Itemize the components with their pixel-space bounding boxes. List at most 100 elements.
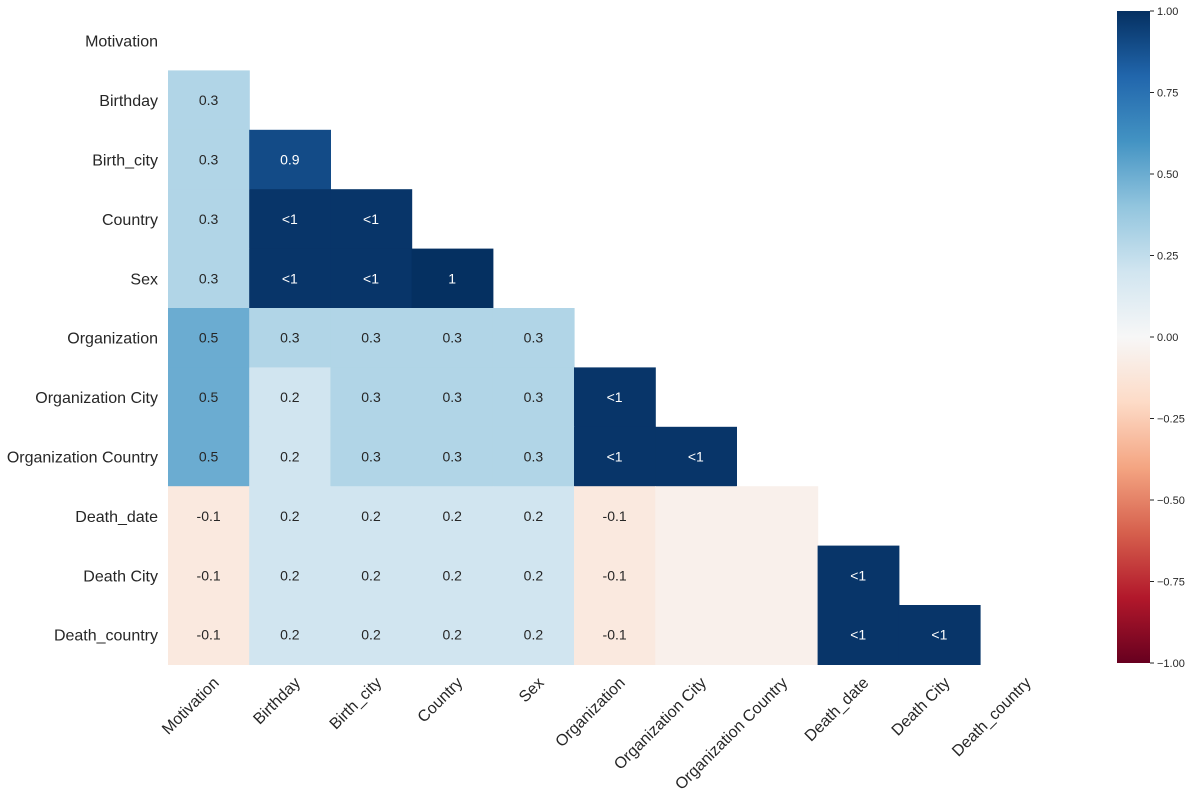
heatmap-cell [736,605,819,665]
heatmap-cell-label: <1 [282,270,298,286]
heatmap-cell [574,545,656,606]
heatmap-cell-label: <1 [282,211,298,227]
heatmap-cell [330,545,413,606]
heatmap-cell-label: 0.3 [524,449,544,465]
heatmap-cell [168,486,250,547]
heatmap-cell [168,129,250,190]
heatmap-cell [411,248,494,309]
y-tick-label: Country [102,212,158,229]
heatmap-cell [168,248,250,309]
heatmap-cell-label: 0.2 [280,449,300,465]
y-tick-label: Death_date [75,509,158,526]
y-tick-label: Birth_city [92,153,158,170]
heatmap-cell [574,486,656,547]
heatmap-cell-label: 0.2 [442,627,462,643]
heatmap-cell-label: 0.3 [442,449,462,465]
heatmap-cell [168,70,250,131]
heatmap-cell [330,486,413,547]
colorbar-tick-label: 0.50 [1157,169,1178,181]
heatmap-cell-label: 0.3 [442,389,462,405]
heatmap-cell-label: <1 [931,627,947,643]
heatmap-cell-label: 0.2 [442,567,462,583]
heatmap-cell-label: <1 [607,449,623,465]
heatmap-cell [168,605,250,665]
heatmap-cell-label: 0.3 [199,211,219,227]
y-axis-labels: Motivation Birthday Birth_city Country Sex Or… [7,34,158,645]
heatmap-cell [411,367,494,428]
heatmap-cell-label: 0.3 [199,152,219,168]
colorbar-tick-label: 0.75 [1157,88,1178,100]
heatmap-cell-label: 0.5 [199,330,219,346]
heatmap-cell-label: -0.1 [603,508,627,524]
heatmap-cell-label: 0.2 [524,627,544,643]
heatmap-cell-label: 0.2 [442,508,462,524]
heatmap-cell [898,605,981,665]
heatmap-cell [492,426,575,487]
heatmap-cell [655,426,737,487]
heatmap-cell [168,308,250,368]
heatmap-cell-label: 0.5 [199,389,219,405]
heatmap-cell-label: 0.3 [361,389,381,405]
heatmap-cell [249,129,331,190]
x-tick-label: Death City [889,675,954,740]
heatmap-cell-label: -0.1 [197,627,221,643]
y-tick-label: Birthday [99,93,158,110]
x-tick-label: Sex [516,675,548,707]
colorbar-tick-label: −0.75 [1157,577,1185,589]
heatmap-cell [330,605,413,665]
heatmap-cell-label: <1 [607,389,623,405]
heatmap-cell [411,308,494,368]
heatmap-cell [249,486,331,547]
heatmap-cell [492,367,575,428]
heatmap-cell-label: 1 [448,270,456,286]
y-tick-label: Death City [83,568,158,585]
heatmap-cell-label: -0.1 [603,627,627,643]
heatmap-cell-label: 0.2 [361,627,381,643]
heatmap-cell [249,545,331,606]
heatmap-cell-label: 0.2 [280,389,300,405]
heatmap-cell-label: 0.2 [361,508,381,524]
heatmap-cell-label: 0.3 [280,330,300,346]
heatmap-cell [574,367,656,428]
heatmap-cell-label: 0.3 [442,330,462,346]
heatmap-cell [249,605,331,665]
heatmap-cell [492,545,575,606]
heatmap-cell [168,545,250,606]
x-tick-label: Death_country [949,675,1035,761]
heatmap-cell [411,486,494,547]
heatmap-cell-label: <1 [363,211,379,227]
heatmap-cell [330,367,413,428]
colorbar-tick-label: −0.25 [1157,414,1185,426]
heatmap-cell [249,426,331,487]
heatmap-cell [168,189,250,250]
heatmap-cell-label: 0.2 [524,567,544,583]
heatmap-cell-label: 0.3 [199,270,219,286]
colorbar-tick-label: 0.00 [1157,332,1178,344]
colorbar-tick-label: 1.00 [1157,6,1178,18]
heatmap-cell [330,248,413,309]
heatmap-cell-label: -0.1 [197,508,221,524]
heatmap-cell-label: 0.3 [199,92,219,108]
y-tick-label: Organization Country [7,450,158,467]
x-tick-label: Birth_city [327,675,386,734]
heatmap-cell [574,426,656,487]
heatmap-cell-label: -0.1 [603,567,627,583]
colorbar-tick-label: −1.00 [1157,658,1185,670]
x-tick-label: Birthday [250,675,304,729]
heatmap-cell [655,605,737,665]
heatmap-cell-label: 0.9 [280,152,300,168]
heatmap-cell-label: <1 [850,627,866,643]
heatmap-cell [330,189,413,250]
heatmap-cell [249,189,331,250]
heatmap-cell-label: 0.3 [361,449,381,465]
heatmap-cell-label: 0.5 [199,449,219,465]
heatmap-cell-label: 0.2 [361,567,381,583]
heatmap-cell [249,367,331,428]
heatmap-cell [817,545,900,606]
heatmap-cell [655,486,737,547]
heatmap-cell [411,545,494,606]
y-tick-label: Organization [67,331,158,348]
heatmap-cell [249,248,331,309]
x-axis-labels: Motivation Birthday Birth_city Country Sex Or… [159,674,1035,793]
